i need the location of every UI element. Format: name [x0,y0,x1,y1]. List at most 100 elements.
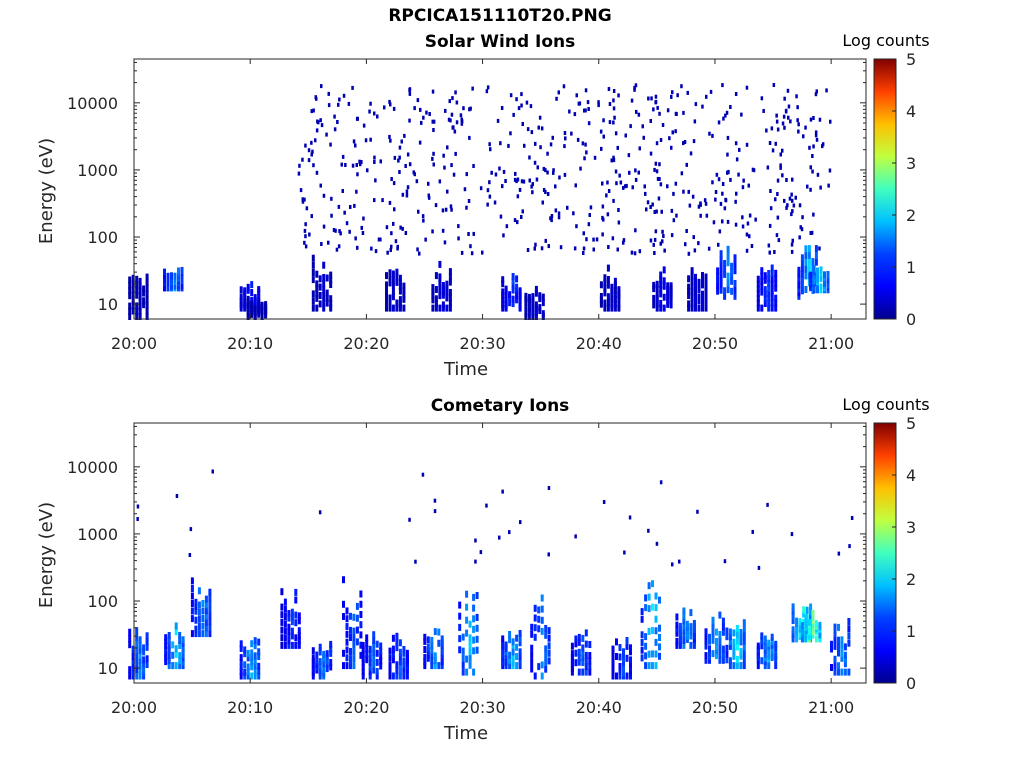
panel1-scatter-pixel [607,245,610,249]
panel2-cluster-cell [570,642,574,650]
panel1-scatter-pixel [546,192,550,196]
panel2-cluster-cell [742,625,746,633]
panel1-scatter-pixel [814,130,818,135]
panel1-scatter-pixel [652,107,655,112]
panel1-scatter-pixel [570,131,573,136]
panel1-cluster-cell [701,272,704,279]
panel2-cluster-cell [164,642,168,650]
panel2-cluster-cell [540,594,544,602]
panel2-cluster-cell [181,662,185,670]
panel2-cluster-cell [395,661,399,669]
panel2-cluster-cell [131,645,135,653]
panel1-scatter-pixel [781,121,785,126]
panel2-cluster-cell [581,634,585,642]
panel2-cluster-cell [395,638,399,646]
panel1-scatter-pixel [708,131,711,136]
panel2-cluster-cell [798,618,802,626]
panel1-scatter-pixel [434,203,438,208]
panel1-scatter-pixel [656,105,659,110]
panel2-cluster-cell [402,657,406,665]
panel2-cluster-cell [837,636,840,644]
panel1-cluster-cell [599,300,603,308]
panel2-cluster-cell [830,640,833,648]
panel1-scatter-pixel [688,203,692,208]
panel1-cluster-cell [613,300,617,308]
panel2-cluster-cell [311,668,315,676]
panel1-scatter-pixel [602,134,605,139]
panel1-cluster-cell [760,304,764,312]
panel2-cluster-cell [290,641,294,649]
panel1-cluster-cell [704,300,708,308]
panel2-cluster-cell [739,652,743,660]
panel2-scatter-pixel [678,559,681,564]
panel1-colorbar-tick-label: 1 [906,258,916,277]
panel1-cluster-cell [606,281,610,289]
panel2-cluster-cell [426,636,430,644]
panel1-scatter-pixel [727,169,730,174]
panel1-scatter-pixel [427,193,430,198]
panel1-scatter-pixel [774,197,777,202]
panel1-scatter-pixel [687,189,690,194]
panel1-scatter-pixel [376,114,379,119]
panel1-scatter-pixel [789,119,792,124]
panel2-cluster-cell [682,612,686,620]
panel1-scatter-pixel [488,142,491,147]
panel2-cluster-cell [708,656,711,664]
panel1-cluster-cell [501,292,505,300]
panel1-scatter-pixel [703,198,707,203]
panel2-cluster-cell [533,672,537,680]
panel1-scatter-pixel [355,189,358,194]
panel1-cluster-cell [797,281,801,289]
panel1-scatter-pixel [653,237,657,242]
panel2-colorbar-tick-label: 4 [906,466,916,485]
panel1-cluster-cell [138,313,142,320]
panel2-scatter-pixel [501,489,504,494]
panel1-scatter-pixel [661,239,664,244]
panel1-scatter-pixel [352,139,356,144]
panel2-cluster-cell [675,637,679,645]
panel1-scatter-pixel [364,138,368,143]
panel2-cluster-cell [250,654,254,661]
panel2-cluster-cell [197,630,201,638]
panel2-cluster-cell [640,631,644,639]
panel1-scatter-pixel [521,122,524,126]
panel2-scatter-pixel [508,530,511,535]
panel1-scatter-pixel [348,229,351,234]
panel2-cluster-cell [440,646,444,654]
panel1-scatter-pixel [578,101,582,106]
panel2-scatter-pixel [628,515,632,520]
panel2-cluster-cell [675,625,679,633]
panel2-cluster-cell [611,645,615,653]
panel1-cluster-cell [398,283,402,291]
panel1-scatter-pixel [637,170,640,175]
panel2-cluster-cell [518,648,522,656]
panel1-scatter-pixel [804,125,807,130]
panel2-cluster-cell [742,649,746,657]
panel1-cluster-cell [441,301,445,309]
panel2-cluster-cell [368,659,372,667]
panel1-scatter-pixel [587,222,591,227]
panel2-cluster-cell [763,646,767,654]
panel2-y-axis-label: Energy (eV) [36,502,57,608]
panel2-cluster-cell [355,638,359,646]
panel1-scatter-pixel [544,168,547,173]
panel1-cluster-cell [694,295,697,303]
panel2-cluster-cell [843,656,847,663]
panel1-cluster-cell [659,299,663,307]
panel1-scatter-pixel [465,205,468,210]
panel2-cluster-cell [475,646,479,654]
panel2-cluster-cell [311,665,315,673]
panel1-scatter-pixel [470,251,474,256]
panel1-scatter-pixel [593,155,597,160]
panel2-cluster-cell [739,638,743,646]
panel2-cluster-cell [833,642,837,650]
panel2-scatter-pixel [211,469,214,474]
panel2-colorbar-tick-label: 3 [906,518,916,537]
panel1-scatter-pixel [765,128,768,133]
panel1-cluster-cell [391,276,395,284]
panel2-cluster-cell [372,643,376,650]
panel2-x-tick-label: 20:10 [227,698,273,717]
panel1-cluster-cell [527,304,531,312]
panel2-cluster-cell [359,631,363,639]
panel1-cluster-cell [315,280,319,288]
